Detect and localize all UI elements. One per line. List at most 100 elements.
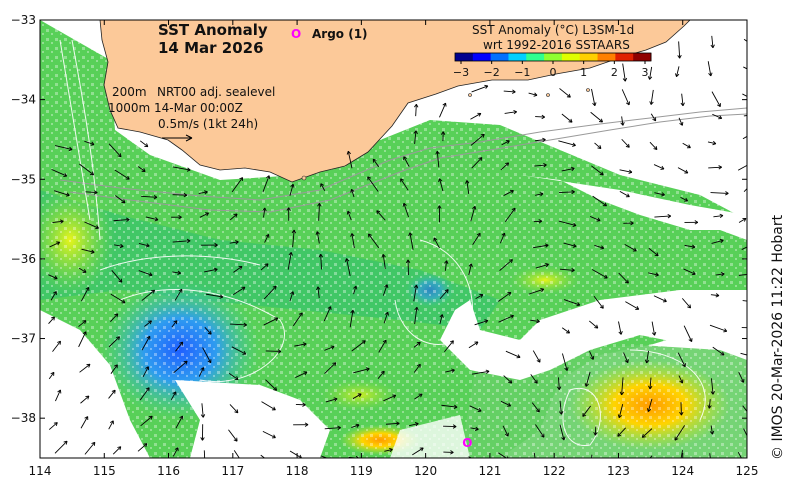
- current-arrow: [674, 425, 686, 441]
- current-arrow: [563, 299, 581, 307]
- current-arrow: [501, 140, 510, 146]
- current-arrow: [172, 238, 191, 244]
- current-arrow: [50, 291, 57, 301]
- current-arrow: [372, 158, 380, 168]
- argo-float-marker: O: [462, 436, 472, 450]
- current-arrow: [351, 423, 360, 429]
- current-arrow: [78, 331, 87, 348]
- current-arrow: [291, 229, 297, 248]
- current-arrow: [590, 111, 603, 123]
- current-arrow: [79, 163, 95, 176]
- current-arrow: [349, 309, 355, 328]
- current-arrow: [141, 335, 151, 351]
- current-arrow: [651, 321, 657, 336]
- current-arrow: [84, 221, 100, 230]
- colorbar-swatch: [508, 53, 527, 61]
- current-arrow: [175, 415, 184, 429]
- current-arrow: [683, 268, 696, 276]
- current-arrow: [54, 440, 68, 454]
- legend-scale: 0.5m/s (1kt 24h): [158, 117, 258, 131]
- current-arrow: [112, 446, 122, 455]
- current-arrow: [558, 140, 576, 147]
- current-arrow: [204, 326, 212, 335]
- colorbar-swatch: [472, 53, 492, 61]
- legend-depth-1000: 1000m: [108, 101, 150, 115]
- current-arrow: [413, 130, 418, 144]
- current-arrow: [653, 164, 665, 170]
- current-arrow: [443, 450, 454, 455]
- current-arrow: [113, 217, 130, 222]
- current-arrow: [344, 258, 351, 277]
- current-arrow: [738, 371, 745, 383]
- current-arrow: [533, 452, 536, 458]
- current-arrow: [535, 263, 549, 269]
- lat-tick-label: −34: [11, 93, 36, 107]
- map-title: SST Anomaly: [158, 21, 268, 39]
- current-arrow: [743, 66, 747, 70]
- current-arrow: [295, 371, 308, 378]
- current-arrow: [414, 103, 419, 117]
- current-arrow: [654, 192, 665, 197]
- current-arrow: [108, 143, 122, 158]
- current-arrow: [680, 450, 683, 458]
- current-arrow: [413, 363, 421, 373]
- current-arrow: [114, 195, 126, 204]
- current-arrow: [650, 113, 657, 122]
- current-arrow: [530, 319, 540, 324]
- colorbar-tick-label: −3: [453, 66, 469, 79]
- current-arrow: [712, 346, 725, 356]
- current-arrow: [350, 233, 355, 249]
- current-arrow: [54, 145, 73, 152]
- current-arrow: [51, 168, 68, 177]
- current-arrow: [678, 375, 684, 384]
- current-arrow: [593, 426, 598, 436]
- current-arrow: [684, 244, 696, 249]
- current-arrow: [617, 427, 626, 437]
- current-arrow: [200, 424, 205, 441]
- current-arrow: [263, 285, 277, 300]
- legend-scale-arrow: [162, 134, 193, 142]
- current-arrow: [346, 210, 352, 221]
- current-arrow: [468, 263, 473, 276]
- current-arrow: [142, 366, 150, 378]
- current-arrow: [324, 345, 335, 351]
- current-arrow: [535, 114, 546, 120]
- current-arrow: [141, 194, 158, 200]
- current-arrow: [440, 131, 446, 142]
- current-arrow: [647, 66, 653, 80]
- argo-legend-label: Argo (1): [312, 27, 368, 41]
- current-arrow: [654, 213, 672, 219]
- current-arrow: [710, 293, 720, 298]
- current-arrow: [412, 447, 424, 456]
- current-arrow: [500, 162, 510, 171]
- lat-axis-labels: −33 −34 −35 −36 −37 −38: [11, 13, 36, 425]
- current-arrow: [475, 294, 484, 300]
- current-arrow: [741, 327, 747, 329]
- current-arrow: [350, 188, 355, 198]
- lon-tick-label: 117: [221, 464, 244, 478]
- current-arrow: [559, 424, 566, 441]
- current-arrow: [171, 215, 182, 220]
- current-arrow: [710, 191, 729, 196]
- current-arrow: [743, 115, 747, 117]
- colorbar-tick-label: 1: [580, 66, 587, 79]
- current-arrow: [262, 207, 267, 218]
- current-arrow: [137, 166, 146, 172]
- current-arrow: [743, 428, 747, 437]
- current-arrow: [534, 192, 544, 197]
- current-arrow: [588, 320, 599, 329]
- current-arrow: [173, 360, 188, 374]
- current-arrow: [470, 133, 485, 146]
- current-arrow: [710, 378, 715, 395]
- current-arrow: [144, 320, 152, 327]
- current-arrow: [78, 320, 87, 327]
- current-arrow: [53, 190, 70, 197]
- colorbar-title: SST Anomaly (°C) L3SM-1d: [472, 23, 634, 37]
- current-arrow: [589, 351, 595, 360]
- current-arrow: [414, 306, 419, 325]
- map-date: 14 Mar 2026: [158, 39, 264, 57]
- current-arrow: [710, 35, 715, 49]
- colorbar-swatch: [579, 53, 599, 61]
- current-arrow: [413, 284, 419, 302]
- current-arrow: [535, 424, 545, 438]
